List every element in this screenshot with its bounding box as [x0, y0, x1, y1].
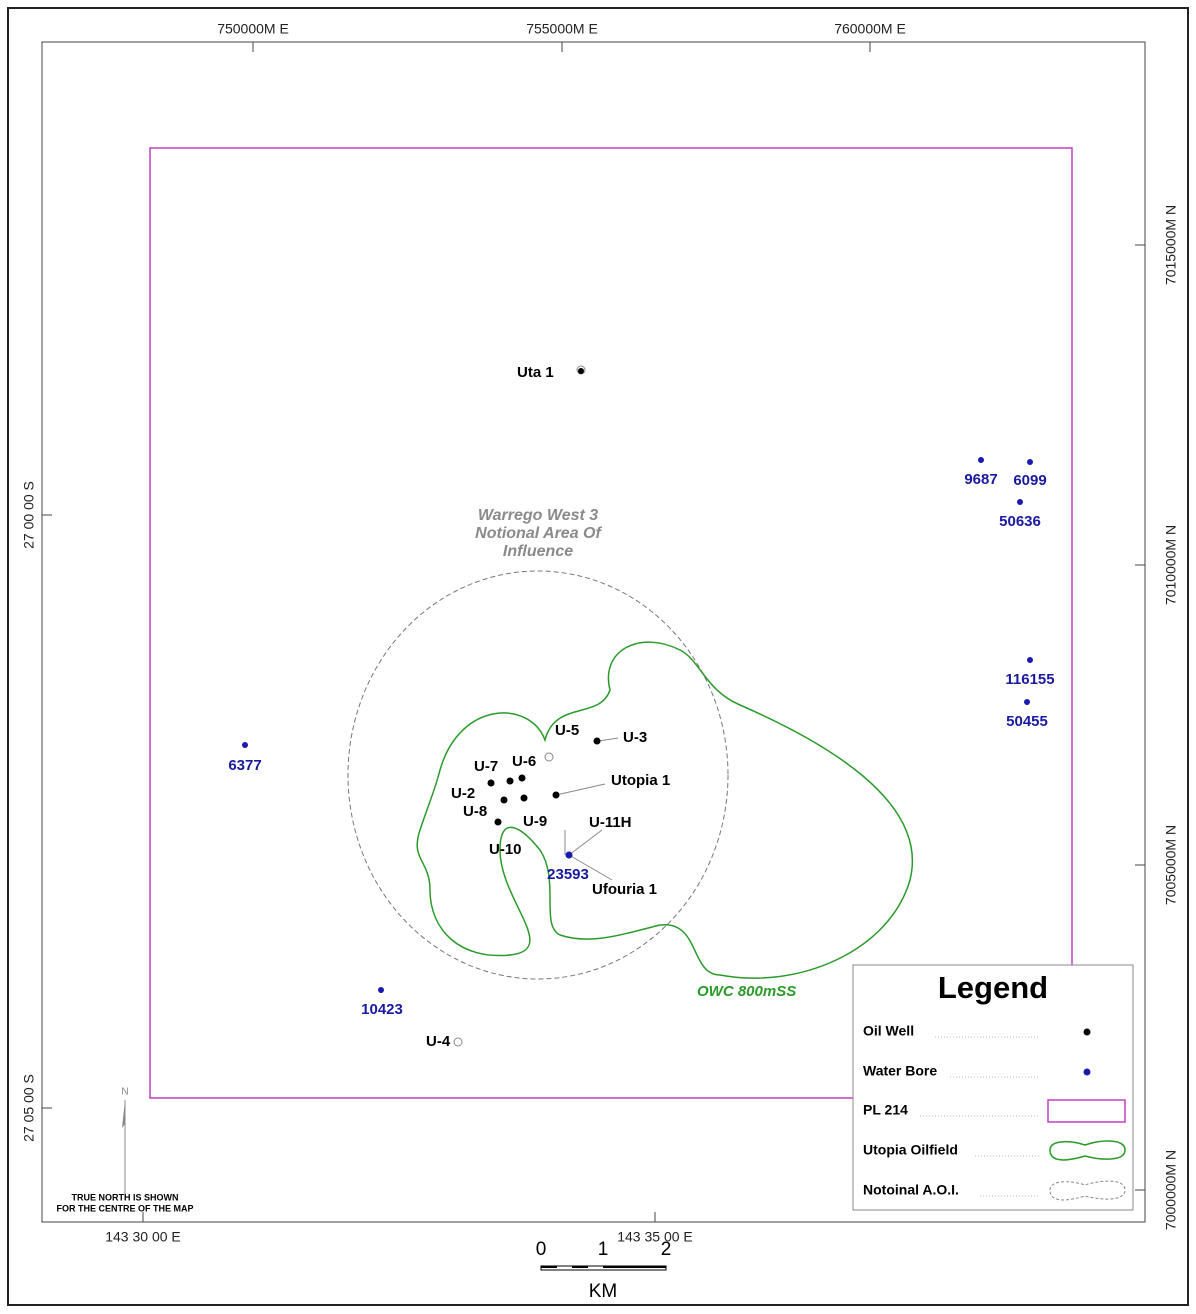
map-frame [41, 41, 1146, 1223]
legend-label: Water Bore [863, 1063, 937, 1079]
oil-well-labels: Uta 1 U-5 U-3 U-7 U-6 Utopia 1 U-2 U-8 U… [426, 364, 670, 1050]
legend-leaders [920, 1036, 1040, 1197]
bore-label: 50455 [1006, 713, 1048, 730]
well-label: U-11H [589, 814, 632, 831]
well-label: U-4 [426, 1033, 451, 1050]
bore-label: 10423 [361, 1001, 403, 1018]
bore-label: 23593 [547, 866, 589, 883]
well-label: U-8 [463, 803, 487, 820]
legend-symbol [1083, 1068, 1091, 1076]
well-label: Ufouria 1 [592, 881, 657, 898]
north-letter: N [121, 1087, 128, 1098]
well-label: U-6 [512, 753, 536, 770]
annotation: Notional Area Of [475, 525, 602, 542]
well-label: U-5 [555, 722, 579, 739]
bore-label: 6099 [1013, 472, 1046, 489]
grid-label: 143 35 00 E [617, 1229, 693, 1245]
scale-label: 1 [598, 1239, 609, 1260]
grid-label: 7010000M N [1163, 525, 1179, 605]
owc-annotation: OWC 800mSS [697, 983, 796, 1000]
well-label: U-9 [523, 813, 547, 830]
grid-label: 27 05 00 S [21, 1074, 37, 1142]
grid-label: 7000000M N [1163, 1150, 1179, 1230]
north-arrow: N TRUE NORTH IS SHOWN FOR THE CENTRE OF … [57, 1087, 194, 1214]
frame-ticks [42, 42, 1145, 1222]
grid-label: 143 30 00 E [105, 1229, 181, 1245]
well-label: U-10 [489, 841, 522, 858]
annotation: Warrego West 3 [478, 507, 598, 524]
legend-label: Notoinal A.O.I. [863, 1182, 959, 1198]
grid-label: 755000M E [526, 21, 598, 37]
pl214-boundary [149, 147, 1073, 1099]
well-label: U-7 [474, 758, 498, 775]
grid-labels: 750000M E 755000M E 760000M E 7015000M N… [21, 21, 1179, 1245]
north-note: FOR THE CENTRE OF THE MAP [57, 1203, 194, 1213]
scale-label: 2 [661, 1239, 672, 1260]
bore-label: 50636 [999, 513, 1041, 530]
scale-label: 0 [536, 1239, 547, 1260]
well-label: Utopia 1 [611, 772, 670, 789]
legend-symbol [1083, 1028, 1091, 1036]
legend-box [852, 964, 1134, 1211]
legend-title: Legend [938, 970, 1048, 1005]
water-bore-labels: 9687 6099 50636 116155 50455 6377 10423 … [228, 471, 1054, 1018]
bore-label: 116155 [1005, 671, 1054, 688]
grid-label: 7015000M N [1163, 205, 1179, 285]
well-label: Uta 1 [517, 364, 554, 381]
bore-label: 9687 [964, 471, 997, 488]
aoi-outline [347, 570, 729, 980]
scale-bar: 0 1 2 KM [536, 1239, 672, 1302]
legend-label: PL 214 [863, 1102, 908, 1118]
grid-label: 27 00 00 S [21, 481, 37, 549]
aoi-annotation: Warrego West 3 Notional Area Of Influenc… [475, 507, 602, 560]
legend-label: Oil Well [863, 1023, 914, 1039]
legend-symbol [1049, 1180, 1126, 1201]
legend: Legend Oil Well Water Bore PL 214 Utopia… [852, 964, 1134, 1211]
scale-unit: KM [589, 1281, 618, 1302]
well-label: U-2 [451, 785, 475, 802]
legend-items: Oil Well Water Bore PL 214 Utopia Oilfie… [863, 1023, 959, 1198]
legend-label: Utopia Oilfield [863, 1142, 958, 1158]
legend-symbol [1047, 1099, 1126, 1123]
outer-frame [7, 7, 1189, 1306]
grid-label: 7005000M N [1163, 825, 1179, 905]
north-note: TRUE NORTH IS SHOWN [72, 1192, 179, 1202]
annotation: Influence [503, 543, 573, 560]
bore-label: 6377 [228, 757, 261, 774]
grid-label: 760000M E [834, 21, 906, 37]
well-label: U-3 [623, 729, 647, 746]
water-bore-dots [242, 457, 1033, 993]
oilfield-outline [416, 641, 913, 979]
oil-well-dots [487, 368, 601, 826]
grid-label: 750000M E [217, 21, 289, 37]
legend-symbol [1049, 1140, 1126, 1161]
